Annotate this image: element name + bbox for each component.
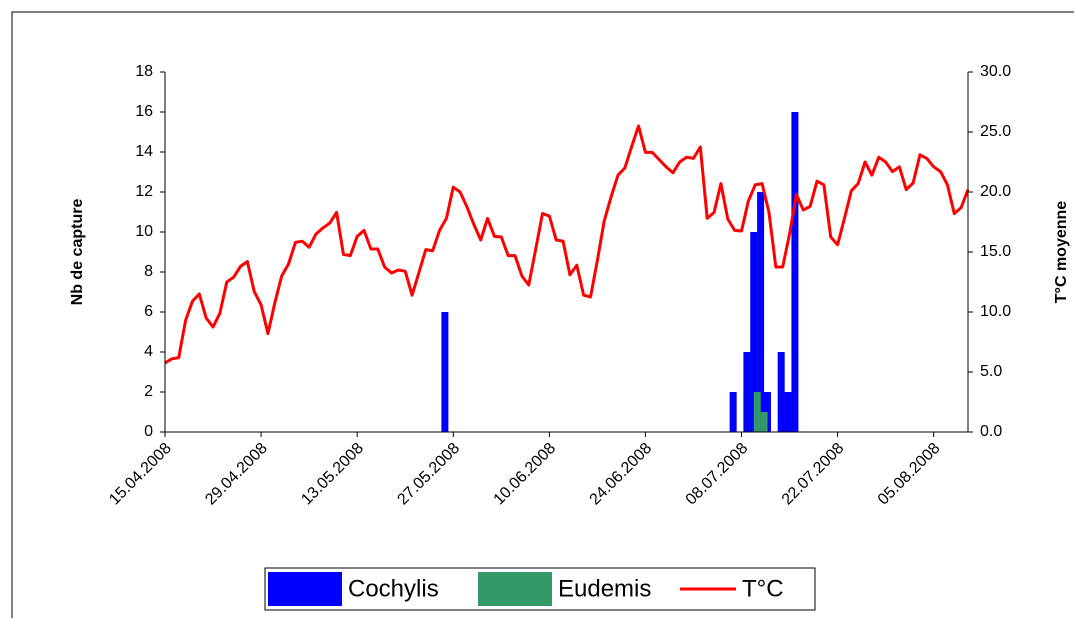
y2-tick-label: 0.0	[980, 423, 1002, 440]
bar	[729, 392, 737, 432]
x-tick-label: 10.06.2008	[491, 440, 560, 509]
y2-axis-label: T°C moyenne	[1053, 201, 1070, 304]
x-tick-label: 24.06.2008	[587, 440, 656, 509]
x-tick-label: 27.05.2008	[394, 440, 463, 509]
bar	[791, 112, 799, 432]
x-tick-label: 13.05.2008	[298, 440, 367, 509]
x-tick-label: 29.04.2008	[202, 440, 271, 509]
legend-label: Cochylis	[348, 575, 439, 602]
bar	[757, 192, 765, 432]
legend-swatch	[268, 572, 342, 606]
bar	[760, 412, 768, 432]
x-tick-label: 15.04.2008	[106, 440, 175, 509]
bar	[441, 312, 449, 432]
y-tick-label: 4	[144, 343, 153, 360]
y-tick-label: 2	[144, 383, 153, 400]
y-tick-label: 8	[144, 263, 153, 280]
y-tick-label: 16	[135, 103, 153, 120]
bar	[784, 392, 792, 432]
bar	[743, 352, 751, 432]
frame	[11, 11, 1074, 618]
bar	[777, 352, 785, 432]
y2-tick-label: 10.0	[980, 303, 1011, 320]
y-axis-label: Nb de capture	[69, 199, 86, 306]
y2-tick-label: 30.0	[980, 63, 1011, 80]
y2-tick-label: 15.0	[980, 243, 1011, 260]
y2-tick-label: 20.0	[980, 183, 1011, 200]
legend-swatch	[478, 572, 552, 606]
y-tick-label: 10	[135, 223, 153, 240]
bar	[753, 392, 761, 432]
line	[164, 124, 970, 365]
y-tick-label: 14	[135, 143, 153, 160]
x-tick-label: 05.08.2008	[875, 440, 944, 509]
x-tick-label: 22.07.2008	[779, 440, 848, 509]
legend-label: T°C	[742, 575, 784, 602]
y-tick-label: 18	[135, 63, 153, 80]
y-tick-label: 6	[144, 303, 153, 320]
bar	[750, 232, 758, 432]
x-tick-label: 08.07.2008	[683, 440, 752, 509]
legend-label: Eudemis	[558, 575, 651, 602]
y2-tick-label: 25.0	[980, 123, 1011, 140]
y2-tick-label: 5.0	[980, 363, 1002, 380]
y-tick-label: 0	[144, 423, 153, 440]
y-tick-label: 12	[135, 183, 153, 200]
